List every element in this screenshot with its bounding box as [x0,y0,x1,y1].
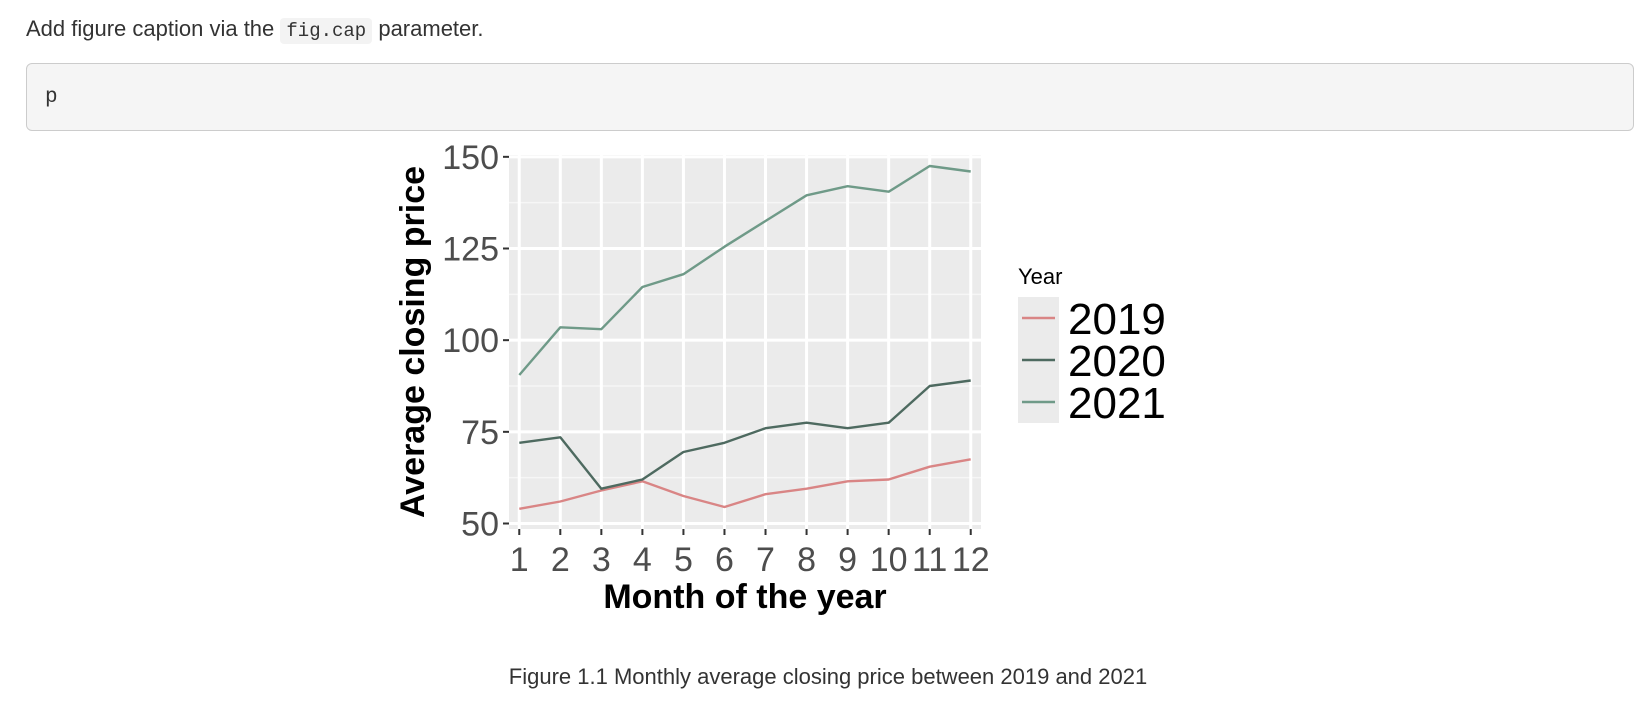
y-axis-title: Average closing price [394,166,432,518]
y-tick-label: 50 [461,506,499,544]
minor-gridlines [509,201,981,479]
major-gridlines [509,155,981,529]
x-tick-label: 11 [912,541,947,579]
legend-label-2019: 2019 [1068,295,1166,344]
x-tick-label: 9 [838,541,857,579]
legend-label-2020: 2020 [1068,337,1166,386]
legend-title: Year [1018,264,1062,289]
x-tick-label: 7 [756,541,775,579]
x-tick-label: 1 [510,541,529,579]
x-tick-label: 2 [551,541,570,579]
y-tick-label: 100 [442,322,499,360]
intro-text-before: Add figure caption via the [26,16,281,41]
x-tick-label: 10 [870,541,908,579]
y-tick-label: 125 [442,231,499,269]
y-tick-label: 150 [442,139,499,177]
code-block: p [26,63,1634,131]
x-tick-label: 4 [633,541,652,579]
series-line-2021 [518,164,971,376]
series-lines [518,164,971,510]
y-tick-label: 75 [461,414,499,452]
series-line-2020 [519,379,971,490]
figure-caption: Figure 1.1 Monthly average closing price… [508,664,1148,689]
x-axis-title: Month of the year [603,578,886,616]
axis-ticks [503,155,972,535]
inline-code: fig.cap [280,18,373,44]
x-tick-label: 12 [952,541,990,579]
x-tick-label: 5 [674,541,693,579]
plot-panel [509,155,981,529]
legend-label-2021: 2021 [1068,379,1166,428]
intro-text-after: parameter. [372,16,484,41]
code-block-text: p [45,86,58,109]
x-tick-label: 8 [797,541,816,579]
x-tick-label: 3 [592,541,611,579]
intro-text: Add figure caption via the fig.cap param… [26,14,484,46]
series-line-2019 [519,458,971,510]
x-tick-label: 6 [715,541,734,579]
